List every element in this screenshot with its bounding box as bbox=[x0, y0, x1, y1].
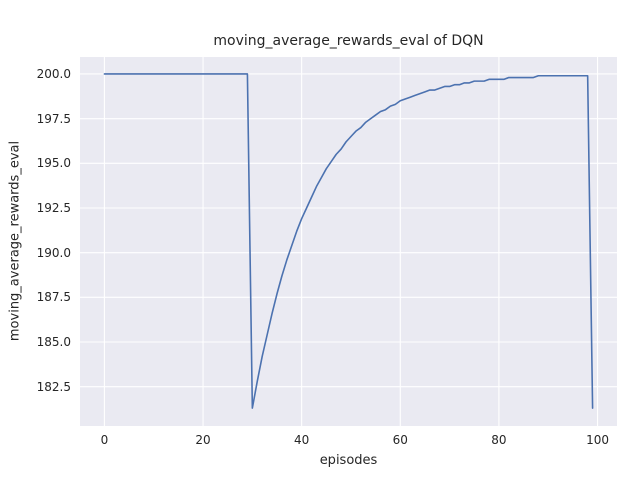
y-tick-label: 190.0 bbox=[36, 245, 71, 260]
line-series bbox=[103, 73, 594, 409]
y-tick-label: 185.0 bbox=[36, 335, 71, 349]
y-tick-label: 197.5 bbox=[36, 111, 71, 126]
chart-title: moving_average_rewards_eval of DQN bbox=[213, 33, 484, 49]
x-tick-label: 60 bbox=[392, 433, 408, 447]
x-axis-label: episodes bbox=[319, 453, 378, 468]
x-tick-label: 0 bbox=[100, 433, 109, 447]
x-tick-label: 80 bbox=[491, 433, 507, 447]
x-tick-label: 100 bbox=[586, 433, 609, 447]
y-axis-label: moving_average_rewards_eval bbox=[7, 140, 23, 342]
plot-background bbox=[80, 57, 617, 426]
x-tick-label: 40 bbox=[294, 433, 310, 447]
plot-area bbox=[80, 57, 617, 426]
y-tick-label: 192.5 bbox=[36, 200, 71, 215]
y-tick-label: 195.0 bbox=[36, 156, 71, 171]
y-tick-label: 200.0 bbox=[36, 66, 71, 81]
y-tick-label: 182.5 bbox=[36, 379, 71, 394]
y-tick-label: 187.5 bbox=[36, 290, 71, 305]
x-tick-label: 20 bbox=[195, 433, 211, 447]
